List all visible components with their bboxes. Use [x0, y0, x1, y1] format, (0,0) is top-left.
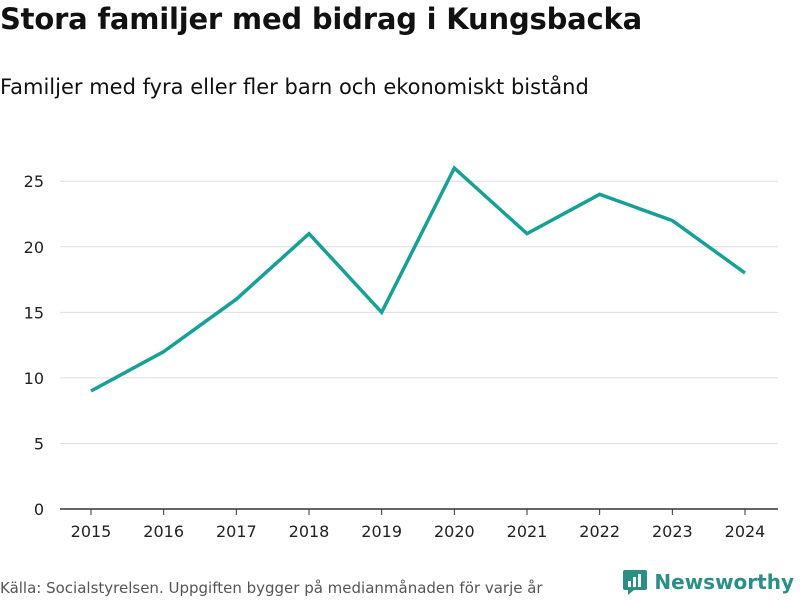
- y-tick-label: 5: [34, 434, 44, 453]
- y-tick-label: 20: [24, 238, 44, 257]
- x-axis-ticks: 2015 2016 2017 2018 2019 2020 2021 2022 2023 2024: [71, 509, 766, 541]
- y-axis-ticks: 0 5 10 15 20 25: [24, 172, 44, 519]
- chart-title: Stora familjer med bidrag i Kungsbacka: [0, 2, 642, 36]
- chart-bubble-icon: [623, 570, 648, 595]
- x-tick-label: 2017: [216, 522, 257, 541]
- gridlines: [60, 180, 778, 444]
- x-tick-label: 2020: [434, 522, 475, 541]
- x-tick-label: 2019: [361, 522, 402, 541]
- x-tick-label: 2018: [289, 522, 330, 541]
- series-layer: [90, 165, 747, 393]
- y-tick-label: 15: [24, 303, 44, 322]
- brand-name: Newsworthy: [654, 570, 794, 594]
- x-tick-label: 2015: [71, 522, 112, 541]
- x-tick-label: 2016: [143, 522, 184, 541]
- x-tick-label: 2023: [652, 522, 693, 541]
- series-line: [90, 165, 747, 393]
- x-tick-label: 2024: [725, 522, 766, 541]
- y-tick-label: 25: [24, 172, 44, 191]
- y-tick-label: 10: [24, 369, 44, 388]
- chart-subtitle: Familjer med fyra eller fler barn och ek…: [0, 75, 589, 99]
- x-tick-label: 2021: [507, 522, 548, 541]
- x-tick-label: 2022: [579, 522, 620, 541]
- source-note: Källa: Socialstyrelsen. Uppgiften bygger…: [0, 579, 543, 597]
- brand-logo: Newsworthy: [622, 568, 794, 596]
- y-tick-label: 0: [34, 500, 44, 519]
